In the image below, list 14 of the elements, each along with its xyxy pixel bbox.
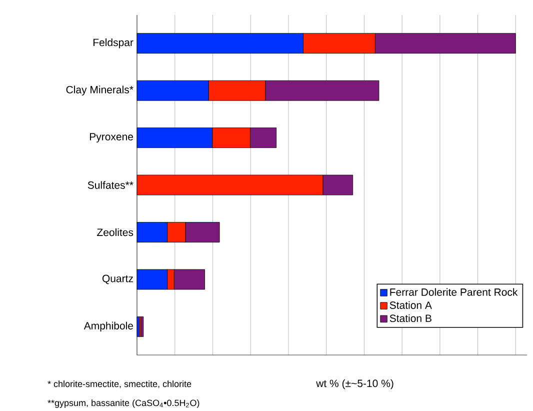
y-tick-label: Zeolites: [97, 228, 134, 236]
y-tick-label: Pyroxene: [90, 133, 134, 142]
text: * chlorite-smectite, smectite, chlorite: [48, 380, 192, 388]
y-tick-label: Quartz: [102, 274, 133, 284]
y-tick-label: Feldspar: [93, 38, 134, 48]
legend-label: Ferrar Dolerite Parent Rock: [390, 288, 518, 296]
legend-label: Station A: [390, 301, 432, 309]
y-tick-label: Clay Minerals*: [66, 86, 134, 96]
legend-label: Station B: [390, 314, 432, 322]
y-tick-label: Sulfates**: [88, 181, 134, 189]
text: **gypsum, bassanite (CaSO$_{4}$•0.5H$_{2}$O): [48, 399, 200, 408]
x-axis-title: wt % (±~5-10 %): [316, 379, 394, 390]
bar: [140, 316, 144, 337]
y-tick-label: Amphibole: [84, 322, 134, 332]
